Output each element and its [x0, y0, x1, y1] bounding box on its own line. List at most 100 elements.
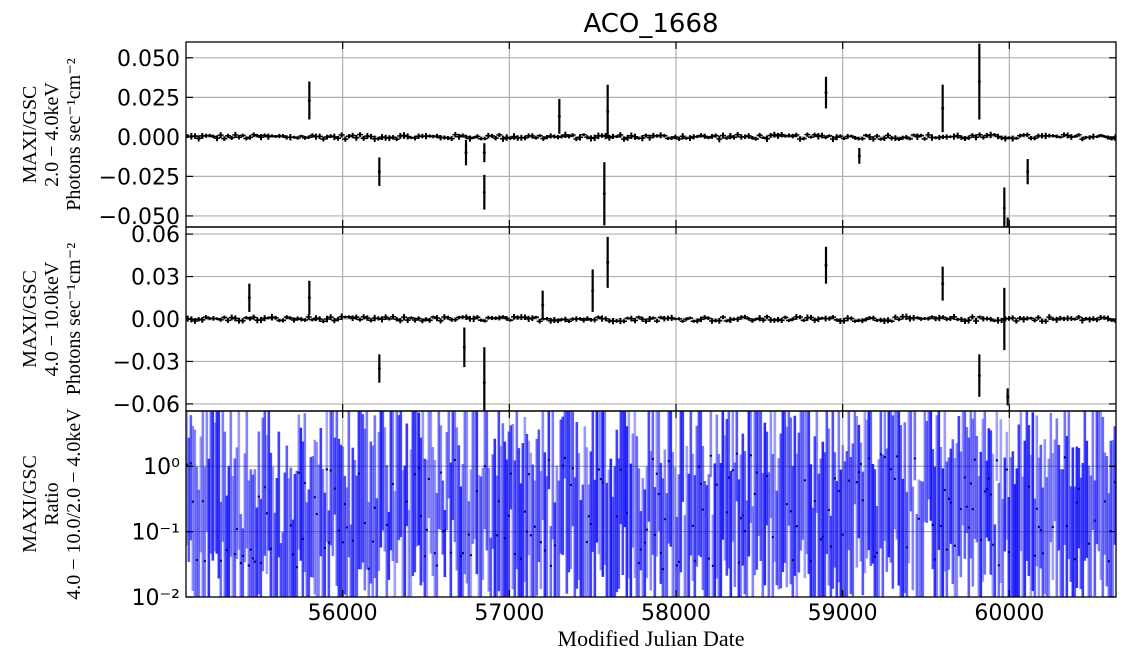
ratio-point: [743, 530, 747, 533]
ratio-point: [857, 470, 861, 474]
ratio-point: [427, 477, 431, 481]
ratio-point: [191, 500, 195, 503]
y-tick-label: −0.050: [99, 205, 180, 230]
ratio-point: [789, 510, 793, 513]
ratio-point: [791, 559, 795, 562]
ratio-point: [991, 543, 995, 546]
ratio-point: [1007, 550, 1011, 554]
ratio-point: [587, 515, 591, 518]
ratio-point: [589, 522, 593, 526]
ratio-point: [765, 474, 769, 478]
ratio-point: [875, 551, 879, 555]
ratio-point: [1037, 525, 1041, 529]
ratio-point: [433, 551, 437, 555]
data-point: [464, 151, 468, 155]
ratio-point: [219, 559, 223, 563]
ratio-point: [639, 548, 643, 551]
panel-content: [186, 411, 1116, 597]
ratio-point: [653, 533, 657, 537]
data-point: [1026, 170, 1030, 174]
ratio-point: [547, 458, 551, 462]
data-point: [941, 106, 945, 110]
ratio-point: [533, 525, 537, 528]
data-point: [941, 282, 945, 286]
ratio-point: [1035, 507, 1039, 511]
ratio-point: [667, 459, 671, 463]
ratio-point: [385, 523, 389, 527]
ratio-point: [247, 564, 251, 567]
ratio-point: [753, 492, 757, 496]
panel-content: [186, 227, 1116, 411]
y-axis-label-line: 4.0 − 10.0/2.0 − 4.0keV: [63, 408, 85, 600]
ratio-point: [251, 557, 255, 560]
ratio-point: [295, 565, 299, 569]
ratio-point: [357, 472, 361, 475]
ratio-point: [341, 541, 345, 544]
data-point: [557, 114, 561, 118]
data-point: [482, 381, 486, 385]
ratio-point: [329, 469, 333, 472]
y-tick-label: 0.03: [131, 266, 180, 291]
ratio-point: [325, 468, 329, 471]
ratio-point: [563, 456, 567, 460]
ratio-point: [619, 468, 623, 471]
data-point: [307, 296, 311, 300]
ratio-point: [917, 517, 921, 521]
ratio-point: [677, 560, 681, 564]
ratio-point: [241, 554, 245, 558]
ratio-point: [561, 464, 565, 467]
ratio-point: [239, 561, 243, 565]
data-point: [824, 263, 828, 267]
ratio-point: [441, 530, 445, 533]
ratio-point: [795, 525, 799, 528]
data-point: [977, 374, 981, 378]
ratio-point: [889, 468, 893, 471]
ratio-point: [303, 481, 307, 485]
panel-1: 0.050 0.025 0.000 −0.025 −0.050 MAXI/GSC 2.0 −…: [19, 41, 1117, 230]
ratio-point: [987, 477, 991, 480]
ratio-point: [755, 471, 759, 474]
ratio-point: [263, 485, 267, 489]
ratio-point: [269, 547, 273, 550]
ratio-point: [989, 493, 993, 496]
ratio-point: [939, 524, 943, 528]
ratio-point: [569, 483, 573, 487]
ratio-point: [351, 539, 355, 542]
ratio-point: [965, 505, 969, 508]
y-axis-label-line: Photons sec⁻¹cm⁻²: [63, 243, 85, 396]
ratio-point: [883, 455, 887, 459]
ratio-point: [507, 514, 511, 517]
ratio-point: [809, 560, 813, 563]
ratio-point: [549, 564, 553, 568]
ratio-point: [645, 528, 649, 531]
ratio-point: [659, 551, 663, 555]
ratio-point: [1005, 468, 1009, 471]
ratio-point: [1033, 554, 1037, 557]
ratio-point: [509, 472, 513, 475]
ratio-point: [969, 482, 973, 485]
ratio-point: [539, 541, 543, 544]
ratio-point: [727, 476, 731, 479]
ratio-point: [497, 500, 501, 503]
ratio-point: [947, 497, 951, 501]
ratio-point: [715, 483, 719, 486]
y-tick-label: 0.050: [117, 47, 180, 72]
ratio-point: [1065, 524, 1069, 528]
ratio-point: [959, 507, 963, 511]
x-tick-label: 59000: [808, 601, 878, 626]
ratio-point: [601, 481, 605, 484]
data-point: [591, 289, 595, 293]
ratio-point: [571, 467, 575, 470]
ratio-point: [529, 534, 533, 537]
data-point: [606, 110, 610, 114]
ratio-point: [829, 545, 833, 548]
ratio-point: [725, 511, 729, 514]
ratio-point: [847, 479, 851, 482]
ratio-point: [301, 537, 305, 541]
ratio-point: [459, 555, 463, 558]
y-axis-label-line: MAXI/GSC: [19, 270, 41, 368]
y-axis-label-line: MAXI/GSC: [19, 455, 41, 553]
y-axis-label-line: MAXI/GSC: [19, 86, 41, 184]
ratio-point: [1027, 485, 1031, 488]
ratio-point: [833, 477, 837, 480]
